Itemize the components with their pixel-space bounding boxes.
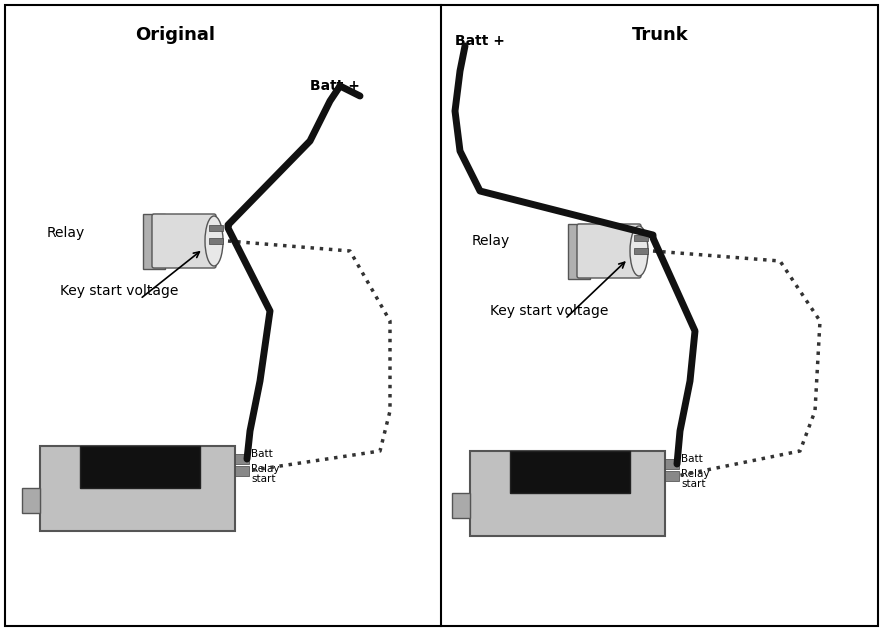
Bar: [209, 238, 223, 244]
Text: Batt +: Batt +: [310, 79, 360, 93]
Bar: [80, 446, 200, 488]
Text: Batt: Batt: [681, 454, 703, 464]
Bar: [452, 493, 470, 518]
Bar: [665, 471, 679, 481]
Bar: [40, 446, 235, 531]
Bar: [634, 235, 648, 241]
Bar: [568, 223, 590, 278]
Text: start: start: [681, 479, 706, 489]
Text: Relay: Relay: [251, 464, 280, 474]
Bar: [22, 488, 40, 513]
Text: Key start voltage: Key start voltage: [490, 304, 608, 318]
Bar: [634, 248, 648, 254]
Text: Relay: Relay: [681, 469, 710, 479]
FancyBboxPatch shape: [577, 224, 641, 278]
Text: Relay: Relay: [47, 226, 85, 240]
Bar: [235, 466, 249, 476]
Ellipse shape: [630, 226, 648, 276]
Text: Relay: Relay: [472, 234, 510, 248]
Text: start: start: [251, 474, 275, 484]
Text: Key start voltage: Key start voltage: [60, 284, 178, 298]
FancyBboxPatch shape: [152, 214, 216, 268]
Text: Trunk: Trunk: [631, 26, 689, 44]
Text: Original: Original: [135, 26, 215, 44]
Ellipse shape: [205, 216, 223, 266]
Text: Batt +: Batt +: [455, 34, 505, 48]
Text: Batt: Batt: [251, 449, 273, 459]
Bar: [235, 454, 249, 464]
Bar: [470, 451, 665, 536]
Bar: [143, 213, 165, 269]
Bar: [510, 451, 630, 493]
Bar: [665, 459, 679, 469]
Bar: [209, 225, 223, 231]
